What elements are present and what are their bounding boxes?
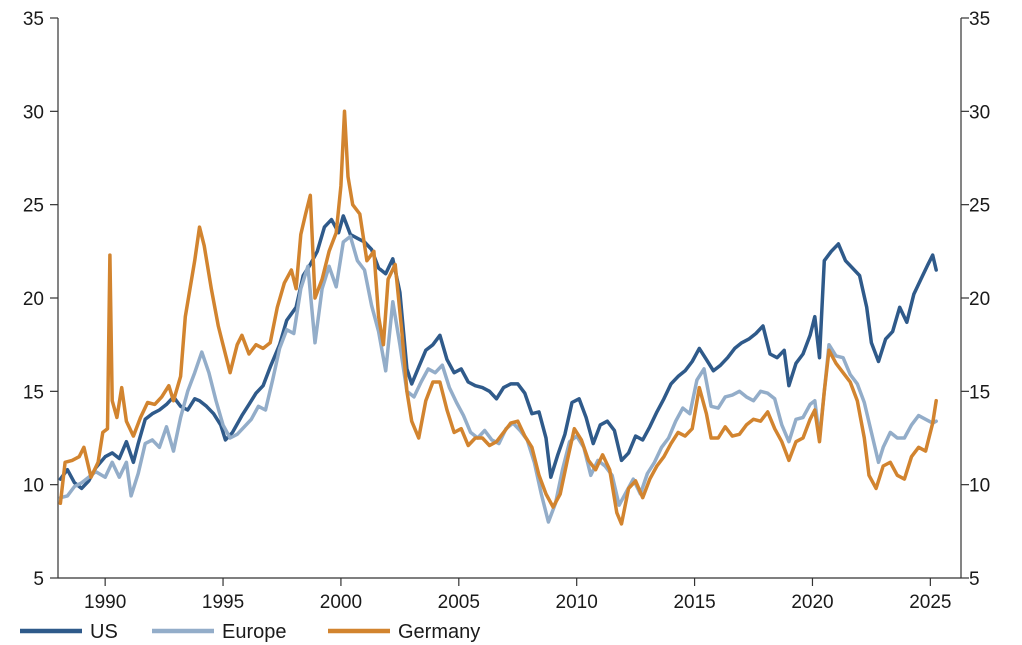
y-tick-label-left: 35: [23, 9, 44, 30]
legend-label-us: US: [90, 621, 118, 643]
legend: US Europe Germany: [20, 621, 480, 643]
x-tick-label: 2020: [791, 592, 833, 613]
y-tick-label-right: 20: [969, 289, 990, 310]
y-tick-label-left: 10: [23, 476, 44, 497]
series-line-us: [58, 214, 938, 491]
x-tick-label: 1990: [84, 592, 126, 613]
x-tick-label: 2005: [438, 592, 480, 613]
y-tick-label-right: 35: [969, 9, 990, 30]
legend-label-germany: Germany: [398, 621, 480, 643]
x-tick-label: 2000: [320, 592, 362, 613]
y-tick-label-right: 10: [969, 476, 990, 497]
x-tick-label: 2010: [556, 592, 598, 613]
y-tick-label-left: 25: [23, 196, 44, 217]
legend-label-europe: Europe: [222, 621, 287, 643]
series-line-germany: [58, 109, 938, 526]
y-tick-label-left: 20: [23, 289, 44, 310]
y-tick-label-right: 25: [969, 196, 990, 217]
series-lines: [58, 109, 938, 526]
y-tick-label-left: 15: [23, 382, 44, 403]
y-tick-label-left: 5: [33, 569, 44, 590]
y-tick-label-right: 30: [969, 102, 990, 123]
x-tick-label: 2015: [673, 592, 715, 613]
y-tick-label-right: 5: [969, 569, 980, 590]
x-tick-label: 1995: [202, 592, 244, 613]
x-tick-label: 2025: [909, 592, 951, 613]
y-tick-label-left: 30: [23, 102, 44, 123]
y-tick-label-right: 15: [969, 382, 990, 403]
